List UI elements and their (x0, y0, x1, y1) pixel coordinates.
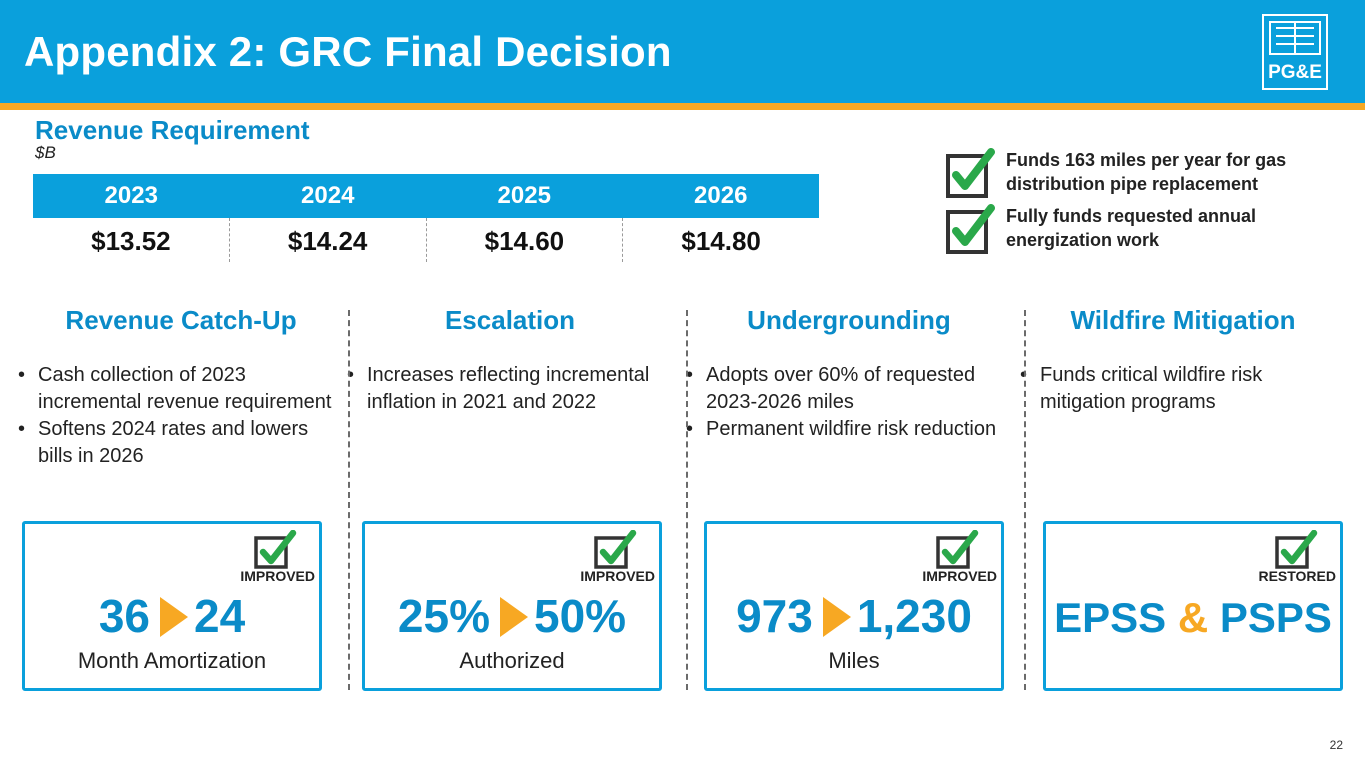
revenue-value-2025: $14.60 (425, 218, 623, 262)
arrow-right-icon (822, 596, 851, 637)
column-heading: Escalation (444, 305, 576, 335)
bullet-item: Permanent wildfire risk reduction (684, 416, 1014, 443)
bullet-item: Adopts over 60% of requested 2023-2026 m… (684, 362, 1014, 416)
change-value: 36 24 (25, 590, 319, 643)
header-bar: Appendix 2: GRC Final Decision PG&E (0, 0, 1365, 103)
bullet-item: Softens 2024 rates and lowers bills in 2… (16, 416, 346, 470)
bullet-list: Cash collection of 2023 incremental reve… (16, 362, 346, 470)
to-value: 50% (534, 590, 627, 642)
status-badge: RESTORED (1258, 568, 1336, 584)
bullet-item: Cash collection of 2023 incremental reve… (16, 362, 346, 416)
arrow-right-icon (160, 596, 188, 637)
checkbox-check-icon (936, 530, 979, 569)
to-value: 1,230 (856, 590, 972, 642)
svg-text:PG&E: PG&E (1268, 62, 1322, 83)
revenue-value-2026: $14.80 (622, 218, 819, 262)
year-header-2025: 2025 (497, 182, 551, 209)
epss-label: EPSS (1054, 594, 1167, 641)
page-title: Appendix 2: GRC Final Decision (24, 28, 672, 75)
column-undergrounding: Undergrounding Adopts over 60% of reques… (684, 305, 1014, 443)
revenue-value-2023: $13.52 (91, 226, 171, 256)
change-value: 25% 50% (365, 590, 659, 643)
column-wildfire-mitigation: Wildfire Mitigation Funds critical wildf… (1018, 305, 1348, 416)
column-divider (348, 310, 350, 690)
checkbox-check-icon (254, 530, 297, 569)
bullet-list: Funds critical wildfire risk mitigation … (1018, 362, 1348, 416)
box-epss-psps: RESTORED EPSS & PSPS (1043, 521, 1343, 691)
box-month-amortization: IMPROVED 36 24 Month Amortization (22, 521, 322, 691)
revenue-value-2024: $14.24 (228, 218, 426, 262)
checkbox-check-icon (946, 148, 995, 198)
program-names: EPSS & PSPS (1046, 592, 1340, 644)
status-badge: IMPROVED (240, 568, 315, 584)
status-badge: IMPROVED (580, 568, 655, 584)
psps-label: PSPS (1219, 594, 1332, 641)
box-miles: IMPROVED 973 1,230 Miles (704, 521, 1004, 691)
revenue-table-values: $13.52 $14.24 $14.60 $14.80 (33, 218, 819, 262)
to-value: 24 (194, 590, 246, 642)
callout-text: Funds 163 miles per year for gas distrib… (1006, 150, 1287, 194)
page-number: 22 (1329, 738, 1343, 752)
arrow-right-icon (500, 596, 528, 637)
callout-gas-pipe: Funds 163 miles per year for gas distrib… (945, 148, 1345, 200)
bullet-list: Increases reflecting incremental inflati… (345, 362, 675, 416)
callout-text: Fully funds requested annual energizatio… (1006, 206, 1257, 250)
year-header-2026: 2026 (694, 182, 748, 209)
box-caption: Month Amortization (77, 648, 267, 673)
checkbox-check-icon (1275, 530, 1318, 569)
status-badge: IMPROVED (922, 568, 997, 584)
header-accent-stripe (0, 103, 1365, 110)
callout-energization: Fully funds requested annual energizatio… (945, 204, 1345, 256)
year-header-2023: 2023 (104, 182, 158, 209)
pge-logo: PG&E (1262, 14, 1328, 90)
box-authorized: IMPROVED 25% 50% Authorized (362, 521, 662, 691)
from-value: 973 (736, 590, 813, 642)
column-heading: Undergrounding (747, 305, 951, 335)
from-value: 25% (397, 590, 490, 642)
column-divider (1024, 310, 1026, 690)
column-revenue-catch-up: Revenue Catch-Up Cash collection of 2023… (16, 305, 346, 470)
column-escalation: Escalation Increases reflecting incremen… (345, 305, 675, 416)
from-value: 36 (98, 590, 150, 642)
column-heading: Wildfire Mitigation (1070, 305, 1296, 335)
column-heading: Revenue Catch-Up (65, 305, 297, 335)
year-header-2024: 2024 (301, 182, 355, 209)
bullet-item: Funds critical wildfire risk mitigation … (1018, 362, 1348, 416)
box-caption: Miles (828, 648, 880, 673)
revenue-requirement-title: Revenue Requirement (35, 115, 310, 145)
checkbox-check-icon (594, 530, 637, 569)
change-value: 973 1,230 (707, 590, 1001, 643)
revenue-unit-label: $B (35, 143, 56, 162)
revenue-table-header: 2023 2024 2025 2026 (33, 174, 819, 218)
bullet-list: Adopts over 60% of requested 2023-2026 m… (684, 362, 1014, 443)
box-caption: Authorized (459, 648, 565, 673)
checkbox-check-icon (946, 204, 995, 254)
bullet-item: Increases reflecting incremental inflati… (345, 362, 675, 416)
revenue-table: 2023 2024 2025 2026 $13.52 $14.24 $14.60… (33, 174, 819, 262)
column-divider (686, 310, 688, 690)
ampersand: & (1177, 594, 1209, 641)
